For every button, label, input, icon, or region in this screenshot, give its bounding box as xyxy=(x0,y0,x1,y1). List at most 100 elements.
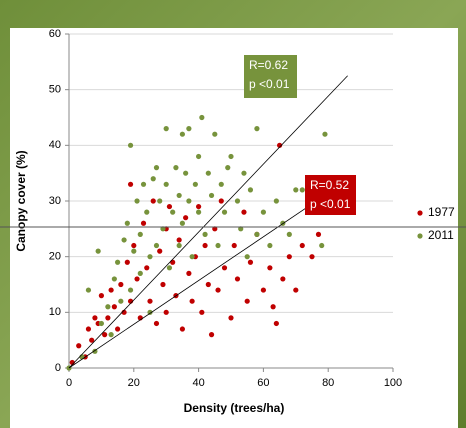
point xyxy=(254,126,260,132)
point xyxy=(286,254,292,260)
point xyxy=(286,231,292,237)
y-tick-label: 20 xyxy=(49,251,61,263)
point xyxy=(238,226,244,232)
point xyxy=(280,276,286,282)
point xyxy=(179,220,185,226)
point xyxy=(234,276,241,282)
point xyxy=(173,165,179,171)
point xyxy=(147,309,153,315)
point xyxy=(322,131,328,137)
point xyxy=(267,242,273,249)
point xyxy=(241,209,247,215)
point xyxy=(157,198,163,204)
point xyxy=(163,181,169,187)
x-tick-label: 80 xyxy=(322,377,334,389)
point xyxy=(137,270,143,276)
point xyxy=(124,220,130,226)
point xyxy=(277,142,283,148)
point xyxy=(144,209,150,215)
point xyxy=(163,309,169,315)
point xyxy=(244,298,250,304)
point xyxy=(163,126,169,132)
x-tick-label: 40 xyxy=(192,377,204,389)
point xyxy=(221,209,228,215)
point xyxy=(170,209,176,215)
point xyxy=(189,298,195,304)
point xyxy=(89,337,95,343)
point xyxy=(127,142,134,148)
point xyxy=(176,237,182,243)
point xyxy=(215,242,221,249)
point xyxy=(102,332,108,338)
point xyxy=(108,287,114,293)
point xyxy=(212,226,218,232)
point xyxy=(189,254,195,260)
point xyxy=(153,165,160,171)
point xyxy=(205,170,211,176)
point xyxy=(267,265,273,271)
point xyxy=(309,254,315,260)
point xyxy=(85,287,92,293)
point xyxy=(131,242,137,249)
trend-line xyxy=(68,183,342,369)
point xyxy=(205,281,211,288)
point xyxy=(144,265,150,271)
point xyxy=(176,242,182,249)
point xyxy=(196,153,202,160)
point xyxy=(231,242,237,249)
point xyxy=(199,309,205,315)
point xyxy=(124,259,130,265)
point xyxy=(293,287,299,293)
point xyxy=(202,242,208,249)
point xyxy=(183,215,189,221)
point xyxy=(186,270,192,276)
point xyxy=(134,276,140,282)
point xyxy=(92,315,98,321)
point xyxy=(179,326,185,332)
point xyxy=(111,304,117,310)
point xyxy=(218,181,224,187)
point xyxy=(212,131,218,137)
point xyxy=(147,254,153,260)
point xyxy=(176,192,182,199)
point xyxy=(202,231,208,237)
point xyxy=(127,181,134,187)
point xyxy=(270,304,276,310)
point xyxy=(127,287,134,293)
point xyxy=(147,298,153,304)
point xyxy=(299,242,305,249)
point xyxy=(208,332,215,338)
point xyxy=(118,298,124,304)
point xyxy=(196,203,202,210)
annotation-box xyxy=(244,55,297,98)
annotation-text: p <0.01 xyxy=(249,77,290,91)
point xyxy=(234,198,241,204)
point xyxy=(208,192,215,199)
annotation-text: R=0.62 xyxy=(249,58,288,72)
x-tick-label: 100 xyxy=(384,377,402,389)
point xyxy=(254,231,260,237)
point xyxy=(241,170,247,176)
point xyxy=(228,153,234,160)
point xyxy=(76,343,82,349)
y-axis-label: Canopy cover (%) xyxy=(14,150,28,251)
point xyxy=(225,165,231,171)
point xyxy=(273,198,279,204)
point xyxy=(186,198,192,204)
x-tick-label: 20 xyxy=(128,377,140,389)
y-tick-label: 50 xyxy=(49,84,61,96)
point xyxy=(244,254,250,260)
point xyxy=(108,332,114,338)
point xyxy=(299,187,305,193)
point xyxy=(115,326,121,332)
annotation-text: p <0.01 xyxy=(310,197,351,211)
point xyxy=(157,248,163,254)
point xyxy=(273,320,279,327)
point xyxy=(192,181,198,187)
point xyxy=(134,198,140,204)
point xyxy=(170,259,176,265)
chart-panel xyxy=(10,28,458,428)
point xyxy=(137,231,143,237)
y-tick-label: 30 xyxy=(49,195,61,207)
